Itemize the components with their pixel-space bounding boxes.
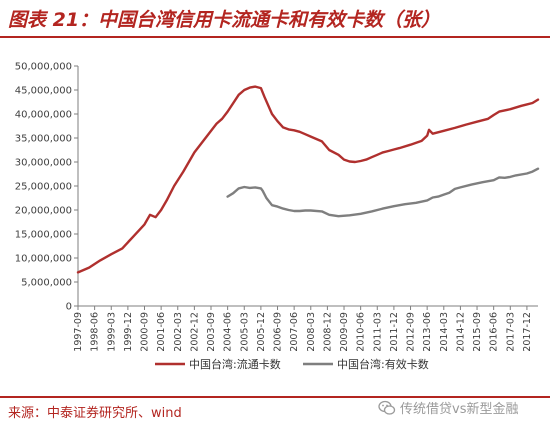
x-tick-label: 2006-09 [273, 312, 284, 352]
chart: 0 5,000,000 10,000,000 15,000,000 20,000,000… [15, 62, 540, 371]
y-tick-label: 25,000,000 [15, 182, 72, 193]
x-tick-label: 2015-09 [472, 312, 483, 352]
wechat-icon [378, 400, 396, 415]
x-tick-label: 1998-06 [90, 312, 101, 352]
x-tick-label: 2012-09 [406, 312, 417, 352]
watermark: 传统借贷vs新型金融 [378, 398, 518, 417]
source-note: 来源：中泰证券研究所、wind [8, 406, 182, 421]
x-tick-label: 2002-12 [189, 312, 200, 352]
y-tick-label: 35,000,000 [15, 134, 72, 145]
x-tick-label: 1999-03 [106, 312, 117, 352]
x-tick-label: 2000-09 [140, 312, 151, 352]
series-line-1 [76, 85, 540, 274]
y-tick-label: 5,000,000 [21, 278, 72, 289]
y-tick-label: 40,000,000 [15, 110, 72, 121]
x-tick-label: 2009-09 [339, 312, 350, 352]
x-tick-label: 2014-03 [439, 312, 450, 352]
x-tick-label: 1997-09 [73, 312, 84, 352]
y-tick-label: 20,000,000 [15, 206, 72, 217]
x-tick-label: 2014-12 [455, 312, 466, 352]
x-tick-label: 2004-06 [223, 312, 234, 352]
watermark-text: 传统借贷vs新型金融 [400, 402, 519, 417]
legend-label-1: 中国台湾:流通卡数 [189, 357, 281, 371]
x-tick-label: 2017-12 [522, 312, 533, 352]
legend-label-2: 中国台湾:有效卡数 [337, 357, 429, 371]
x-tick-label: 2011-12 [389, 312, 400, 352]
x-tick-label: 1999-12 [123, 312, 134, 352]
series-line-2 [226, 167, 540, 218]
y-tick-label: 15,000,000 [15, 230, 72, 241]
x-tick-label: 2010-06 [356, 312, 367, 352]
y-tick-label: 0 [66, 302, 72, 313]
chart-title: 图表 21：中国台湾信用卡流通卡和有效卡数（张） [8, 9, 441, 31]
x-tick-label: 2003-09 [206, 312, 217, 352]
footer-divider [0, 396, 550, 398]
y-tick-label: 10,000,000 [15, 254, 72, 265]
x-tick-label: 2013-06 [422, 312, 433, 352]
y-tick-label: 50,000,000 [15, 62, 72, 73]
x-tick-label: 2005-12 [256, 312, 267, 352]
x-tick-label: 2011-03 [372, 312, 383, 352]
x-tick-label: 2016-06 [489, 312, 500, 352]
y-tick-label: 45,000,000 [15, 86, 72, 97]
x-tick-label: 2005-03 [239, 312, 250, 352]
title-bar: 图表 21：中国台湾信用卡流通卡和有效卡数（张） [0, 0, 550, 38]
y-tick-label: 30,000,000 [15, 158, 72, 169]
x-tick-label: 2017-03 [505, 312, 516, 352]
x-tick-label: 2001-06 [156, 312, 167, 352]
x-tick-label: 2008-03 [306, 312, 317, 352]
x-tick-label: 2007-06 [289, 312, 300, 352]
x-tick-label: 2002-03 [173, 312, 184, 352]
x-tick-label: 2008-12 [322, 312, 333, 352]
